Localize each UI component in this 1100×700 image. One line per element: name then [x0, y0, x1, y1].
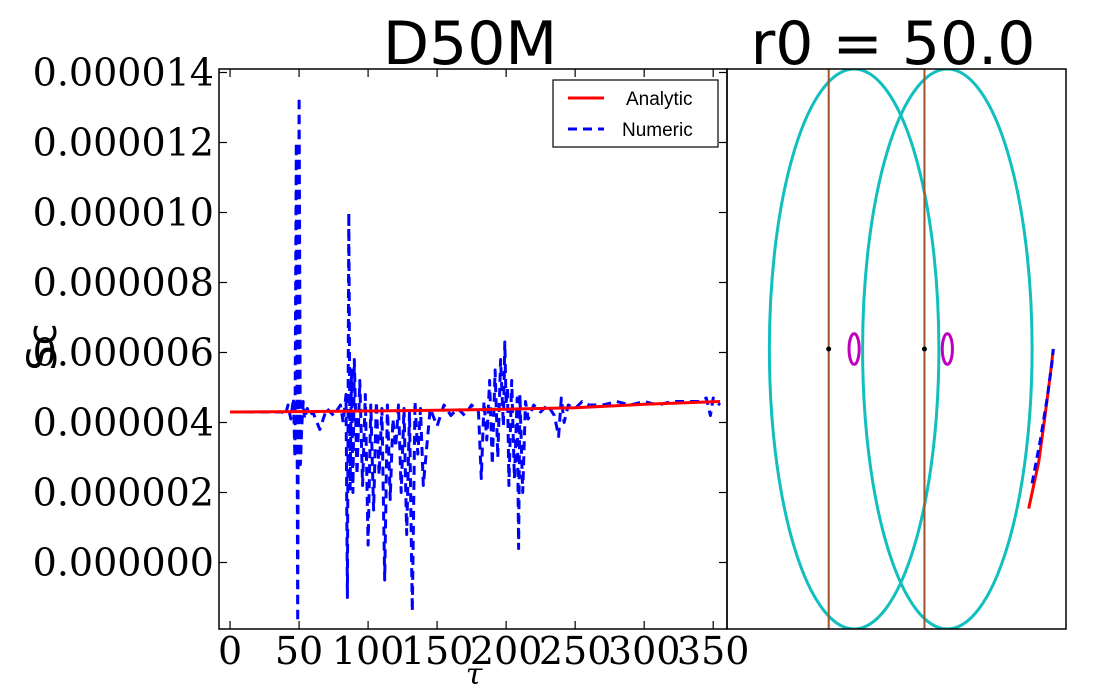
y-tick-label: 0.000008 — [33, 261, 214, 305]
ellipse-0 — [767, 69, 941, 629]
ellipse-1 — [861, 69, 1034, 629]
y-tick-label: 0.000012 — [33, 121, 214, 165]
y-tick-label: 0.000004 — [33, 401, 214, 445]
y-tick-label: 0.000006 — [33, 331, 214, 375]
right-plot-title: r0 = 50.0 — [751, 9, 1036, 79]
x-axis-label: τ — [466, 657, 483, 692]
y-tick-label: 0.000014 — [33, 51, 214, 95]
y-axis-label: Sc — [20, 323, 66, 370]
x-tick-label: 250 — [539, 629, 612, 673]
ellipse-3 — [940, 332, 954, 366]
legend-analytic-label: Analytic — [626, 89, 693, 110]
series-numeric — [230, 95, 722, 624]
legend-box — [552, 79, 719, 148]
right-plot-frame — [726, 68, 1067, 630]
right-content — [767, 69, 1055, 629]
left-series — [229, 95, 722, 624]
legend: Analytic Numeric — [552, 79, 719, 148]
x-tick-label: 0 — [218, 629, 242, 673]
trajectory-numeric — [1030, 348, 1055, 484]
left-plot-title: D50M — [383, 9, 557, 79]
ellipse-2 — [847, 332, 861, 366]
x-tick-label: 150 — [401, 629, 474, 673]
x-tick-label: 350 — [677, 629, 750, 673]
y-tick-label: 0.000002 — [33, 471, 214, 515]
x-tick-label: 50 — [275, 629, 323, 673]
x-tick-label: 300 — [608, 629, 681, 673]
x-tick-label: 200 — [470, 629, 543, 673]
y-tick-label: 0.000000 — [33, 541, 214, 585]
legend-numeric-label: Numeric — [622, 120, 693, 141]
x-tick-label: 100 — [332, 629, 405, 673]
center-point-1 — [921, 346, 927, 352]
right-plot: r0 = 50.0 — [726, 9, 1067, 630]
left-plot: D50M Sc τ 0 50 1001502002503003500.0000000… — [20, 9, 749, 692]
center-point-0 — [826, 346, 832, 352]
y-tick-label: 0.000010 — [33, 191, 214, 235]
series-analytic — [229, 400, 721, 414]
